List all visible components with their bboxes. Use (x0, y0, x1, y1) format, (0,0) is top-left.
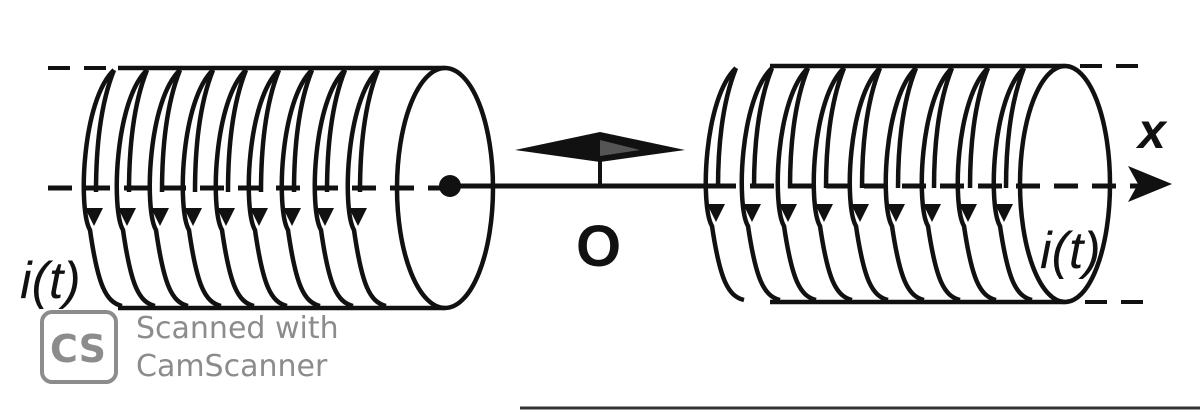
right-solenoid (703, 63, 1113, 305)
left-solenoid-current-arrow (349, 208, 367, 226)
left-solenoid-turn (246, 68, 288, 309)
left-solenoid-turn (180, 68, 222, 309)
left-solenoid-turn-upper (291, 69, 315, 193)
right-solenoid-turn-upper (715, 67, 739, 189)
left-solenoid-turn (345, 68, 387, 309)
left-solenoid-turn-upper (225, 69, 249, 193)
right-solenoid-current-arrow (923, 204, 941, 222)
left-solenoid-current-arrow (151, 208, 169, 226)
left-solenoid-turn-upper (258, 69, 282, 193)
right-solenoid-turn (811, 66, 853, 303)
right-solenoid-end-face (1017, 63, 1113, 305)
left-solenoid-turn-upper (192, 69, 216, 193)
left-solenoid-turn (279, 68, 321, 309)
right-solenoid-turn-upper (1003, 67, 1027, 189)
current-label-left: i(t) (20, 252, 81, 310)
left-solenoid-current-arrow (316, 208, 334, 226)
compass-needle (515, 132, 685, 186)
right-solenoid-turn-upper (787, 67, 811, 189)
left-solenoid-turn (81, 68, 123, 309)
right-solenoid-current-arrow (707, 204, 725, 222)
right-solenoid-current-arrow (887, 204, 905, 222)
right-solenoid-turn (775, 66, 817, 303)
right-solenoid-turn-upper (967, 67, 991, 189)
axis-point (439, 175, 461, 197)
left-solenoid-end-face (394, 65, 496, 311)
left-solenoid-turn (114, 68, 156, 309)
right-solenoid-current-arrow (959, 204, 977, 222)
left-solenoid-current-arrow (118, 208, 136, 226)
left-solenoid-turn-upper (159, 69, 183, 193)
watermark-line1: Scanned with (136, 311, 339, 346)
left-solenoid-turn (147, 68, 189, 309)
left-solenoid-turn (312, 68, 354, 309)
right-solenoid-turn-upper (751, 67, 775, 189)
right-solenoid-turn-upper (895, 67, 919, 189)
axis-label: x (1135, 103, 1168, 159)
right-solenoid-current-arrow (995, 204, 1013, 222)
right-solenoid-turn (919, 66, 961, 303)
right-solenoid-current-arrow (851, 204, 869, 222)
right-solenoid-turn (739, 66, 781, 303)
right-solenoid-current-arrow (779, 204, 797, 222)
watermark-badge-text: CS (50, 327, 106, 371)
right-solenoid-turn (991, 66, 1033, 303)
needle-highlight (600, 140, 640, 156)
right-solenoid-turn (703, 66, 745, 303)
left-solenoid-current-arrow (283, 208, 301, 226)
right-solenoid-turn-upper (823, 67, 847, 189)
right-solenoid-turn (955, 66, 997, 303)
left-solenoid (81, 65, 496, 311)
left-solenoid-turn-upper (93, 69, 117, 193)
left-solenoid-turn-upper (324, 69, 348, 193)
right-solenoid-current-arrow (743, 204, 761, 222)
axis-arrowhead (1128, 166, 1172, 202)
right-solenoid-turn (847, 66, 889, 303)
left-solenoid-current-arrow (217, 208, 235, 226)
left-solenoid-current-arrow (250, 208, 268, 226)
left-solenoid-turn (213, 68, 255, 309)
left-solenoid-turn-upper (126, 69, 150, 193)
guide-lines (48, 64, 1145, 304)
left-solenoid-current-arrow (184, 208, 202, 226)
current-label-right: i(t) (1040, 222, 1101, 280)
right-solenoid-turn-upper (931, 67, 955, 189)
left-solenoid-turn-upper (357, 69, 381, 193)
right-solenoid-turn (883, 66, 925, 303)
watermark-badge (40, 310, 118, 384)
left-solenoid-current-arrow (85, 208, 103, 226)
scanner-watermark: CS Scanned with CamScanner (40, 310, 339, 384)
right-solenoid-current-arrow (815, 204, 833, 222)
origin-label: O (576, 214, 621, 279)
watermark-line2: CamScanner (136, 349, 328, 384)
right-solenoid-turn-upper (859, 67, 883, 189)
